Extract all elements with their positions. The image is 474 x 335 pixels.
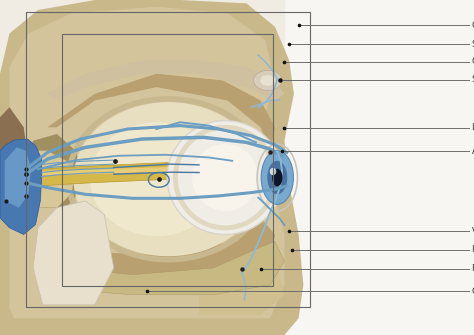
Polygon shape [199,261,284,315]
Ellipse shape [73,102,263,256]
Polygon shape [24,134,85,208]
Polygon shape [0,162,204,188]
Text: Supratrochlear vein: Supratrochlear vein [472,75,474,84]
Polygon shape [33,201,114,305]
Text: Central retinal vein: Central retinal vein [472,58,474,66]
Text: Cavernous sinus: Cavernous sinus [472,287,474,296]
Ellipse shape [270,168,276,175]
Polygon shape [5,147,31,208]
Text: Angular vein: Angular vein [472,147,474,156]
Ellipse shape [192,144,258,211]
Polygon shape [0,139,42,234]
Text: Lacrimal vein: Lacrimal vein [472,124,474,132]
Text: Vorticose vein: Vorticose vein [472,227,474,236]
Text: Inferior ophthalmic vein: Inferior ophthalmic vein [472,245,474,254]
Ellipse shape [90,122,223,236]
Ellipse shape [254,70,282,90]
Ellipse shape [272,169,283,186]
Ellipse shape [167,121,283,234]
Polygon shape [47,218,275,278]
Polygon shape [0,0,303,335]
Ellipse shape [267,161,287,194]
Text: Ophthalmic vein: Ophthalmic vein [472,21,474,29]
Polygon shape [47,241,284,295]
Polygon shape [0,107,28,218]
Bar [26,12,310,307]
Ellipse shape [260,75,275,86]
Polygon shape [47,60,284,100]
Polygon shape [9,7,284,318]
Text: Superior ophthalmic vein: Superior ophthalmic vein [472,40,474,49]
Bar [62,34,273,286]
Polygon shape [28,151,76,208]
Polygon shape [47,74,275,151]
Ellipse shape [261,151,293,204]
Text: Facial vein: Facial vein [472,264,474,273]
